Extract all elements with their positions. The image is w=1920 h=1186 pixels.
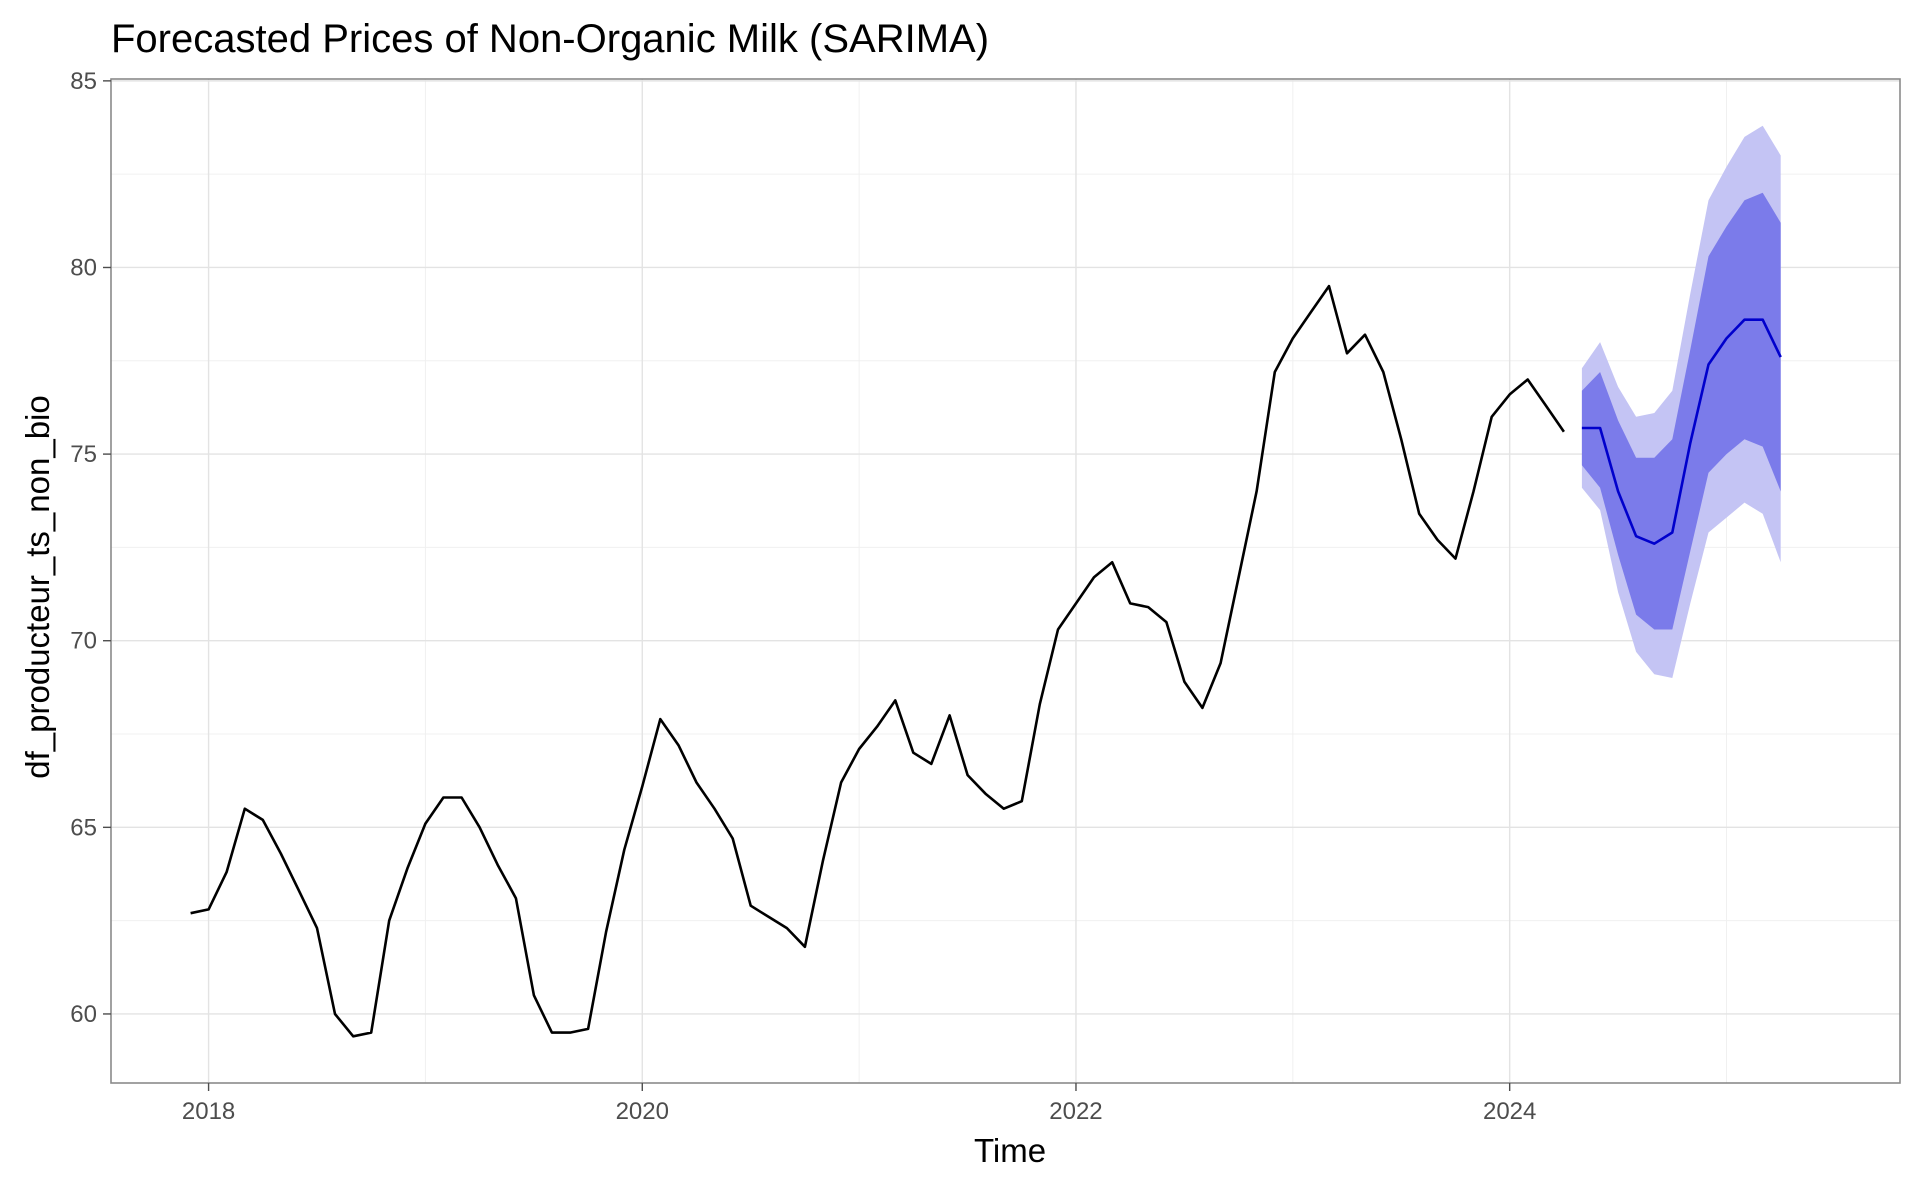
y-tick-label: 60 [70, 1001, 97, 1028]
y-tick-label: 75 [70, 441, 97, 468]
x-tick-label: 2024 [1483, 1098, 1536, 1125]
series-lines [190, 284, 1782, 1038]
forecast-line [1581, 318, 1782, 546]
x-tick-label: 2018 [182, 1098, 235, 1125]
band-80 [1581, 192, 1781, 630]
y-tick-label: 85 [70, 68, 97, 95]
y-tick-label: 80 [70, 254, 97, 281]
forecast-intervals [1581, 125, 1781, 678]
history-line [190, 284, 1565, 1038]
x-axis-title: Time [974, 1132, 1046, 1169]
y-axis-ticks: 60 65 70 75 80 85 [70, 68, 111, 1028]
x-tick-label: 2022 [1049, 1098, 1102, 1125]
grid-major-lines [111, 79, 1900, 1083]
chart-title: Forecasted Prices of Non-Organic Milk (S… [111, 17, 989, 61]
grid-minor-lines [111, 79, 1900, 1083]
y-axis-title: df_producteur_ts_non_bio [19, 395, 56, 778]
y-tick-label: 65 [70, 814, 97, 841]
plot-panel-border [110, 78, 1901, 1084]
x-axis-ticks: 2018 2020 2022 2024 [182, 1083, 1536, 1125]
x-tick-label: 2020 [616, 1098, 669, 1125]
y-tick-label: 70 [70, 628, 97, 655]
